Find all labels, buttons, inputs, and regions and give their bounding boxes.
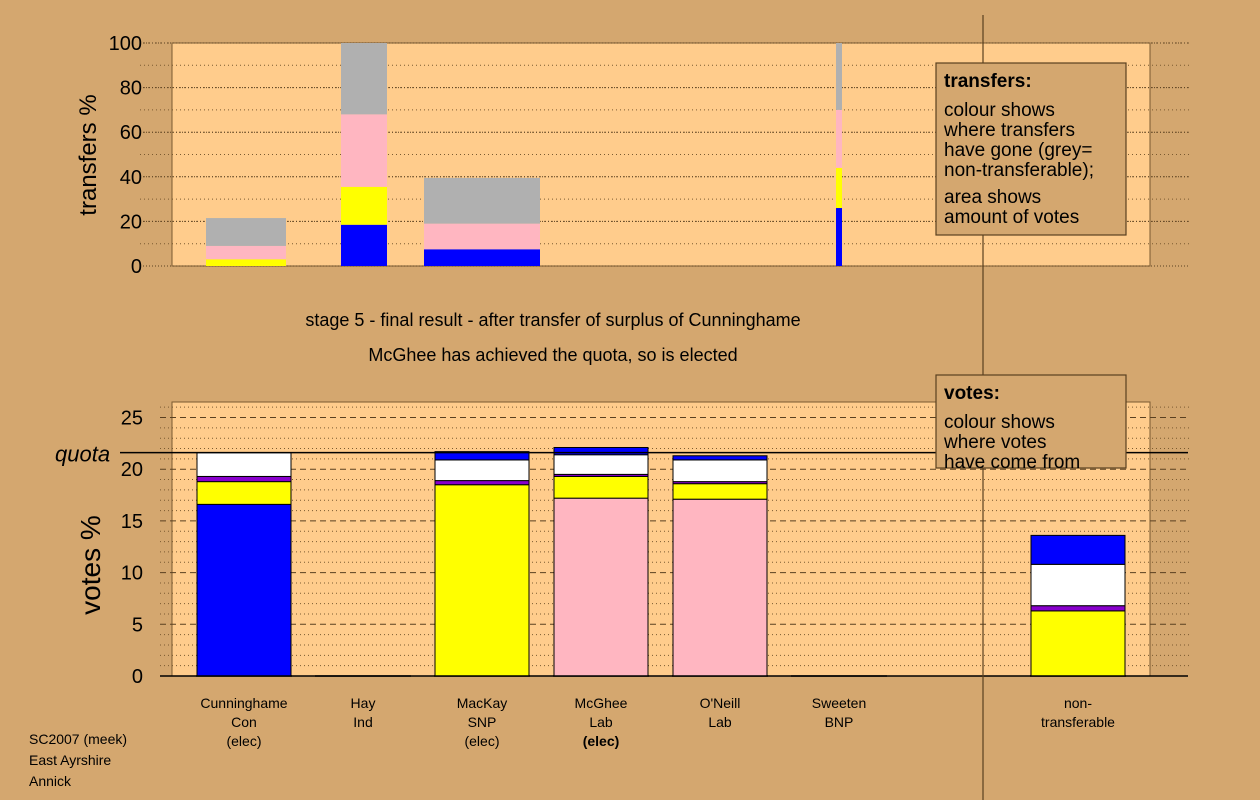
transfer-bar-segment: [424, 223, 540, 250]
legend-box: [935, 62, 1127, 236]
y-tick-label: 20: [121, 459, 143, 481]
category-label: O'Neill: [700, 695, 741, 711]
y-tick-label: 15: [121, 511, 143, 533]
vote-bar-segment: [434, 459, 530, 482]
vote-bar-segment: [1030, 563, 1126, 607]
legend-line: where votes: [943, 432, 1046, 453]
transfer-bar-segment: [341, 186, 387, 225]
category-label: BNP: [825, 714, 854, 730]
legend-line: area shows: [944, 187, 1041, 208]
legend-title: transfers:: [944, 71, 1032, 92]
y-axis-label: votes %: [75, 515, 106, 615]
transfer-bar-segment: [341, 43, 387, 115]
vote-bar-segment: [1030, 534, 1126, 565]
y-tick-label: 0: [132, 666, 143, 688]
y-tick-label: 20: [120, 211, 142, 233]
quota-label: quota: [55, 442, 110, 467]
y-tick-label: 0: [131, 256, 142, 278]
category-label: SNP: [468, 714, 497, 730]
vote-bar-segment: [196, 503, 292, 677]
footer-line: Annick: [29, 773, 72, 789]
category-label: non-: [1064, 695, 1092, 711]
y-tick-label: 5: [132, 614, 143, 636]
vote-bar-segment: [553, 454, 649, 475]
transfer-bar-segment: [424, 249, 540, 266]
legend-line: amount of votes: [944, 207, 1079, 228]
transfer-bar-segment: [206, 218, 286, 246]
legend-line: have gone (grey=: [944, 140, 1092, 161]
vote-bar-segment: [434, 480, 530, 486]
y-tick-label: 80: [120, 78, 142, 100]
legend-line: where transfers: [943, 120, 1075, 141]
category-label: MacKay: [457, 695, 508, 711]
legend-title: votes:: [944, 383, 1000, 404]
transfer-bar-segment: [836, 208, 842, 266]
category-label: McGhee: [575, 695, 628, 711]
vote-bar-segment: [672, 455, 768, 461]
y-tick-label: 100: [109, 33, 142, 55]
category-label: Lab: [589, 714, 613, 730]
vote-bar-segment: [672, 459, 768, 483]
legend-line: non-transferable);: [944, 160, 1094, 181]
category-label: (elec): [226, 733, 261, 749]
legend-line: have come from: [944, 452, 1080, 473]
vote-bar-segment: [553, 475, 649, 499]
transfer-bar-segment: [341, 114, 387, 187]
footer-line: SC2007 (meek): [29, 731, 127, 747]
category-label: Ind: [353, 714, 372, 730]
transfer-bar-segment: [836, 109, 842, 168]
vote-bar-segment: [672, 483, 768, 500]
category-label: transferable: [1041, 714, 1115, 730]
transfer-bar-segment: [341, 224, 387, 266]
y-tick-label: 60: [120, 122, 142, 144]
vote-bar-segment: [196, 475, 292, 483]
caption-line-2: McGhee has achieved the quota, so is ele…: [368, 345, 737, 365]
caption-line-1: stage 5 - final result - after transfer …: [305, 310, 800, 330]
vote-bar-segment: [434, 451, 530, 461]
vote-bar-segment: [672, 498, 768, 677]
transfer-bar-segment: [424, 177, 540, 224]
y-tick-label: 25: [121, 408, 143, 430]
vote-bar-segment: [553, 446, 649, 456]
legend-line: colour shows: [944, 100, 1055, 121]
category-label: (elec): [464, 733, 499, 749]
category-label: Lab: [708, 714, 732, 730]
y-tick-label: 40: [120, 167, 142, 189]
transfer-bar-segment: [206, 259, 286, 266]
category-label: Cunninghame: [200, 695, 287, 711]
vote-bar-segment: [1030, 605, 1126, 612]
transfer-bar-segment: [836, 43, 842, 110]
category-label: (elec): [583, 733, 620, 749]
transfer-bar-segment: [836, 167, 842, 209]
vote-bar-segment: [1030, 610, 1126, 677]
y-axis-label: transfers %: [75, 94, 102, 215]
legend-box: [935, 374, 1127, 469]
category-label: Con: [231, 714, 257, 730]
category-label: Sweeten: [812, 695, 866, 711]
y-tick-label: 10: [121, 563, 143, 585]
footer-line: East Ayrshire: [29, 752, 111, 768]
vote-bar-segment: [553, 497, 649, 677]
vote-bar-segment: [196, 452, 292, 477]
category-label: Hay: [351, 695, 376, 711]
legend-line: colour shows: [944, 412, 1055, 433]
transfer-bar-segment: [206, 245, 286, 260]
vote-bar-segment: [196, 481, 292, 505]
vote-bar-segment: [434, 484, 530, 677]
